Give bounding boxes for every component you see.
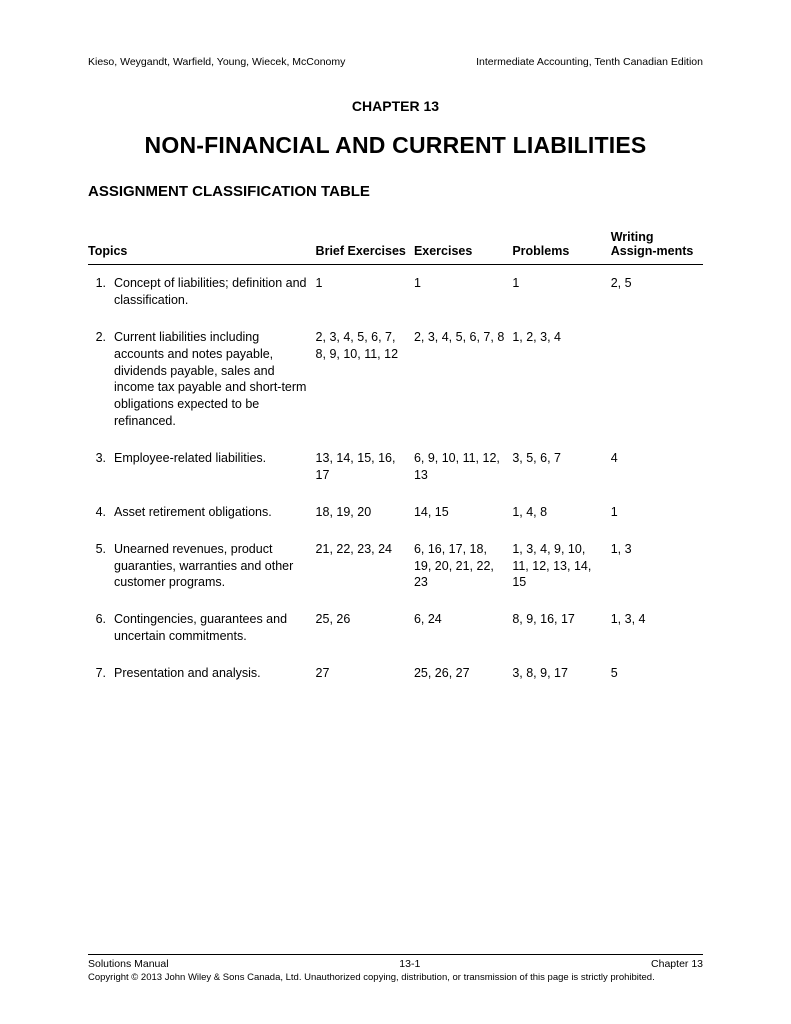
topic-text: Employee-related liabilities. (114, 450, 310, 467)
problems-cell: 3, 8, 9, 17 (512, 655, 610, 692)
brief-cell: 25, 26 (316, 601, 414, 655)
topic-cell: 4. Asset retirement obligations. (88, 504, 310, 521)
writing-cell (611, 319, 703, 440)
topic-cell: 3. Employee-related liabilities. (88, 450, 310, 467)
footer-copyright: Copyright © 2013 John Wiley & Sons Canad… (88, 972, 703, 984)
topic-text: Asset retirement obligations. (114, 504, 310, 521)
topic-cell: 6. Contingencies, guarantees and uncerta… (88, 611, 310, 645)
footer-right: Chapter 13 (651, 958, 703, 970)
table-row: 6. Contingencies, guarantees and uncerta… (88, 601, 703, 655)
topic-number: 5. (88, 541, 114, 592)
page-footer: Solutions Manual 13-1 Chapter 13 Copyrig… (88, 954, 703, 984)
footer-page-number: 13-1 (399, 958, 420, 970)
exercises-cell: 14, 15 (414, 494, 512, 531)
footer-rule (88, 954, 703, 955)
table-row: 2. Current liabilities including account… (88, 319, 703, 440)
topic-text: Contingencies, guarantees and uncertain … (114, 611, 310, 645)
topic-number: 3. (88, 450, 114, 467)
classification-table: Topics Brief Exercises Exercises Problem… (88, 224, 703, 692)
exercises-cell: 1 (414, 265, 512, 319)
exercises-cell: 6, 9, 10, 11, 12, 13 (414, 440, 512, 494)
document-page: Kieso, Weygandt, Warfield, Young, Wiecek… (0, 0, 791, 1024)
writing-cell: 1, 3, 4 (611, 601, 703, 655)
problems-cell: 1, 2, 3, 4 (512, 319, 610, 440)
page-title: NON-FINANCIAL AND CURRENT LIABILITIES (88, 132, 703, 159)
problems-cell: 8, 9, 16, 17 (512, 601, 610, 655)
topic-number: 2. (88, 329, 114, 430)
footer-line1: Solutions Manual 13-1 Chapter 13 (88, 958, 703, 970)
topic-number: 7. (88, 665, 114, 682)
col-header-topics: Topics (88, 224, 316, 265)
header-book-title: Intermediate Accounting, Tenth Canadian … (476, 56, 703, 68)
topic-text: Current liabilities including accounts a… (114, 329, 310, 430)
problems-cell: 1 (512, 265, 610, 319)
table-row: 7. Presentation and analysis. 27 25, 26,… (88, 655, 703, 692)
brief-cell: 27 (316, 655, 414, 692)
writing-cell: 5 (611, 655, 703, 692)
table-body: 1. Concept of liabilities; definition an… (88, 265, 703, 692)
table-row: 1. Concept of liabilities; definition an… (88, 265, 703, 319)
topic-cell: 1. Concept of liabilities; definition an… (88, 275, 310, 309)
exercises-cell: 25, 26, 27 (414, 655, 512, 692)
footer-left: Solutions Manual (88, 958, 169, 970)
problems-cell: 1, 3, 4, 9, 10, 11, 12, 13, 14, 15 (512, 531, 610, 602)
topic-number: 6. (88, 611, 114, 645)
topic-text: Concept of liabilities; definition and c… (114, 275, 310, 309)
writing-cell: 4 (611, 440, 703, 494)
chapter-label: CHAPTER 13 (88, 98, 703, 114)
table-row: 4. Asset retirement obligations. 18, 19,… (88, 494, 703, 531)
topic-cell: 5. Unearned revenues, product guaranties… (88, 541, 310, 592)
col-header-problems: Problems (512, 224, 610, 265)
col-header-brief: Brief Exercises (316, 224, 414, 265)
brief-cell: 2, 3, 4, 5, 6, 7, 8, 9, 10, 11, 12 (316, 319, 414, 440)
brief-cell: 1 (316, 265, 414, 319)
topic-number: 1. (88, 275, 114, 309)
brief-cell: 21, 22, 23, 24 (316, 531, 414, 602)
topic-text: Unearned revenues, product guaranties, w… (114, 541, 310, 592)
section-subtitle: ASSIGNMENT CLASSIFICATION TABLE (88, 183, 703, 200)
writing-cell: 1 (611, 494, 703, 531)
topic-cell: 7. Presentation and analysis. (88, 665, 310, 682)
topic-cell: 2. Current liabilities including account… (88, 329, 310, 430)
exercises-cell: 2, 3, 4, 5, 6, 7, 8 (414, 319, 512, 440)
col-header-exercises: Exercises (414, 224, 512, 265)
writing-cell: 2, 5 (611, 265, 703, 319)
writing-cell: 1, 3 (611, 531, 703, 602)
topic-number: 4. (88, 504, 114, 521)
brief-cell: 18, 19, 20 (316, 494, 414, 531)
topic-text: Presentation and analysis. (114, 665, 310, 682)
header-authors: Kieso, Weygandt, Warfield, Young, Wiecek… (88, 56, 345, 68)
table-header-row: Topics Brief Exercises Exercises Problem… (88, 224, 703, 265)
table-row: 3. Employee-related liabilities. 13, 14,… (88, 440, 703, 494)
exercises-cell: 6, 16, 17, 18, 19, 20, 21, 22, 23 (414, 531, 512, 602)
exercises-cell: 6, 24 (414, 601, 512, 655)
col-header-writing: Writing Assign-ments (611, 224, 703, 265)
table-row: 5. Unearned revenues, product guaranties… (88, 531, 703, 602)
problems-cell: 3, 5, 6, 7 (512, 440, 610, 494)
running-header: Kieso, Weygandt, Warfield, Young, Wiecek… (88, 56, 703, 68)
brief-cell: 13, 14, 15, 16, 17 (316, 440, 414, 494)
problems-cell: 1, 4, 8 (512, 494, 610, 531)
